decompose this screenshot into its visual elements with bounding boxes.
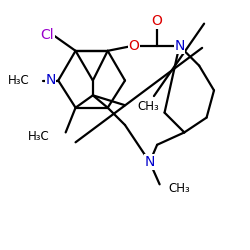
- Text: Cl: Cl: [40, 28, 54, 42]
- Text: H₃C: H₃C: [8, 74, 30, 87]
- Text: N: N: [174, 39, 184, 53]
- Text: CH₃: CH₃: [168, 182, 190, 194]
- Text: CH₃: CH₃: [137, 100, 159, 113]
- Text: N: N: [144, 155, 155, 169]
- Text: O: O: [152, 14, 162, 28]
- Text: N: N: [46, 74, 56, 88]
- Text: O: O: [128, 39, 139, 53]
- Text: H₃C: H₃C: [28, 130, 50, 142]
